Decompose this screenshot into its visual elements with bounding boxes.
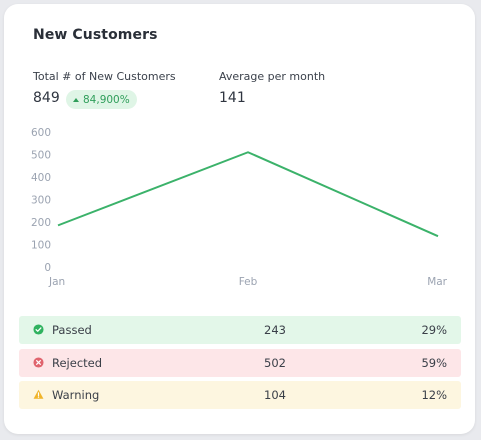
status-percent: 29% [421,323,447,337]
x-tick-label: Mar [427,276,447,288]
growth-badge: 84,900% [66,90,137,109]
status-count: 243 [264,323,286,337]
y-tick-label: 400 [31,172,51,184]
status-row-rejected: Rejected 502 59% [19,348,461,377]
warning-triangle-icon [33,389,44,399]
new-customers-card: New Customers Total # of New Customers 8… [4,4,475,434]
arrow-up-icon [73,97,79,102]
status-breakdown: Passed 243 29% Rejected 502 59% Warning … [19,316,461,414]
status-label: Warning [52,388,100,402]
average-per-month-label: Average per month [219,70,326,83]
new-customers-line-chart: 0 100 200 300 400 500 600 Jan Feb Mar [31,127,448,288]
status-percent: 59% [421,355,447,370]
x-tick-label: Jan [48,276,65,288]
growth-badge-text: 84,900% [83,93,130,106]
status-count: 104 [264,388,286,402]
status-label: Passed [52,323,92,337]
y-tick-label: 100 [31,240,51,252]
average-per-month-value: 141 [219,90,246,106]
total-customers-label: Total # of New Customers [33,70,176,83]
y-tick-label: 0 [44,262,51,274]
status-percent: 12% [421,388,447,402]
series-line [57,151,439,238]
status-count: 502 [264,355,286,370]
status-row-warning: Warning 104 12% [19,381,461,409]
y-tick-label: 200 [31,217,51,229]
status-label: Rejected [52,355,103,370]
status-row-passed: Passed 243 29% [19,316,461,344]
y-tick-label: 500 [31,150,51,162]
card-title: New Customers [33,27,158,43]
y-tick-label: 600 [31,127,51,139]
check-circle-icon [33,324,44,335]
x-circle-icon [33,356,44,368]
x-tick-label: Feb [239,276,258,288]
total-customers-value: 849 [33,90,60,106]
y-tick-label: 300 [31,195,51,207]
